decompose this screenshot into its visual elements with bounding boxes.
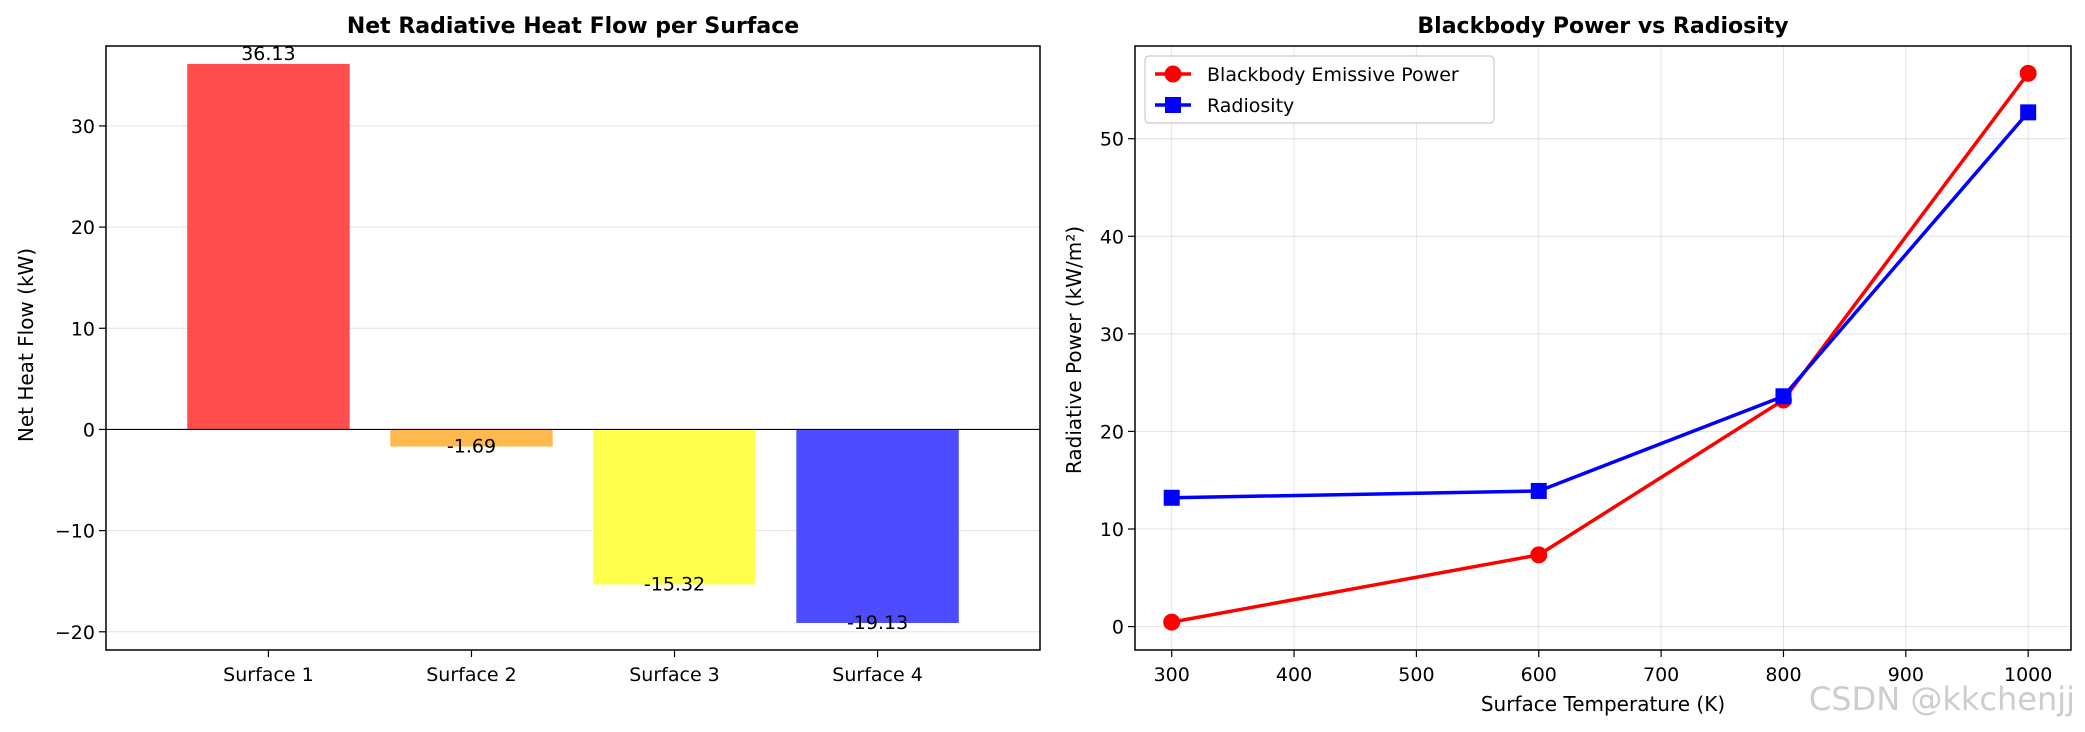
line-chart-y-tick-label: 0 (1112, 617, 1124, 639)
line-chart-x-tick-label: 1000 (2004, 664, 2052, 686)
data-point (2019, 64, 2037, 82)
line-chart-x-tick-label: 700 (1643, 664, 1679, 686)
watermark-text: CSDN @kkchenjj (1809, 680, 2075, 718)
legend-item: Blackbody Emissive Power (1155, 64, 1459, 86)
bar-1 (187, 63, 350, 430)
legend-label: Radiosity (1207, 95, 1294, 117)
bar-chart-y-tick-label: −10 (55, 521, 95, 543)
line-series-path (1171, 111, 2030, 500)
bar-chart-data-labels: 36.13 -1.69 -15.32 -19.13 (241, 43, 908, 634)
line-chart-x-tick-label: 300 (1154, 664, 1190, 686)
line-chart-xlabel: Surface Temperature (K) (1481, 692, 1725, 716)
line-chart-y-tick-label: 40 (1100, 226, 1124, 248)
legend-item: Radiosity (1155, 95, 1294, 117)
line-chart-x-ticks: 300 400 500 600 700 800 900 1000 (1154, 650, 2052, 686)
line-chart-ylabel: Radiative Power (kW/m²) (1062, 226, 1086, 474)
bar-chart-ylabel: Net Heat Flow (kW) (14, 248, 38, 442)
legend-swatch-marker (1164, 65, 1182, 83)
line-chart-gridlines (1135, 46, 2071, 650)
line-series-path (1171, 72, 2030, 624)
data-point (2020, 104, 2037, 121)
bar-chart-axes-frame (105, 45, 1041, 651)
line-chart-y-tick-label: 10 (1100, 519, 1124, 541)
data-point (1530, 546, 1548, 564)
bar-chart-y-tick-label: 10 (71, 318, 95, 340)
line-chart-x-tick-label: 600 (1521, 664, 1557, 686)
data-point (1530, 482, 1547, 499)
bar-chart-panel: Net Radiative Heat Flow per Surface Net … (14, 14, 1041, 686)
bar-data-label: -19.13 (847, 612, 908, 634)
line-chart-x-tick-label: 800 (1765, 664, 1801, 686)
data-point (1163, 489, 1180, 506)
legend-label: Blackbody Emissive Power (1207, 64, 1459, 86)
line-chart-y-ticks: 0 10 20 30 40 50 (1100, 129, 1135, 639)
bar-data-label: -15.32 (644, 573, 705, 595)
bar-chart-y-tick-label: 0 (83, 419, 95, 441)
line-series-2 (1163, 104, 2037, 506)
line-chart-y-tick-label: 50 (1100, 129, 1124, 151)
line-chart-y-tick-label: 30 (1100, 324, 1124, 346)
legend-swatch-marker (1165, 97, 1181, 113)
legend-box (1144, 55, 1495, 124)
bar-chart-title: Net Radiative Heat Flow per Surface (347, 14, 799, 39)
bar-2 (390, 429, 553, 447)
bar-4 (796, 429, 959, 623)
bar-chart-x-tick-label: Surface 2 (426, 664, 517, 686)
bar-chart-x-tick-label: Surface 1 (223, 664, 314, 686)
bar-chart-bars (187, 63, 959, 623)
line-chart-legend: Blackbody Emissive Power Radiosity (1144, 55, 1495, 124)
bar-chart-y-tick-label: −20 (55, 622, 95, 644)
line-chart-title: Blackbody Power vs Radiosity (1417, 14, 1788, 39)
bar-3 (593, 429, 756, 585)
data-point (1163, 613, 1181, 631)
bar-chart-x-ticks: Surface 1 Surface 2 Surface 3 Surface 4 (223, 650, 923, 686)
line-chart-x-tick-label: 500 (1398, 664, 1434, 686)
line-chart-series (1163, 64, 2037, 631)
line-chart-axes-frame (1134, 45, 2072, 651)
line-chart-x-tick-label: 900 (1888, 664, 1924, 686)
bar-data-label: 36.13 (241, 43, 295, 65)
bar-chart-y-tick-label: 30 (71, 116, 95, 138)
bar-chart-y-tick-label: 20 (71, 217, 95, 239)
bar-chart-x-tick-label: Surface 4 (832, 664, 923, 686)
bar-chart-x-tick-label: Surface 3 (629, 664, 720, 686)
line-chart-x-tick-label: 400 (1276, 664, 1312, 686)
bar-data-label: -1.69 (447, 436, 496, 458)
bar-chart-y-ticks: −20 −10 0 10 20 30 (55, 116, 106, 644)
data-point (1775, 388, 1792, 405)
line-chart-y-tick-label: 20 (1100, 421, 1124, 443)
line-chart-panel: Blackbody Power vs Radiosity Radiative P… (1062, 14, 2072, 716)
